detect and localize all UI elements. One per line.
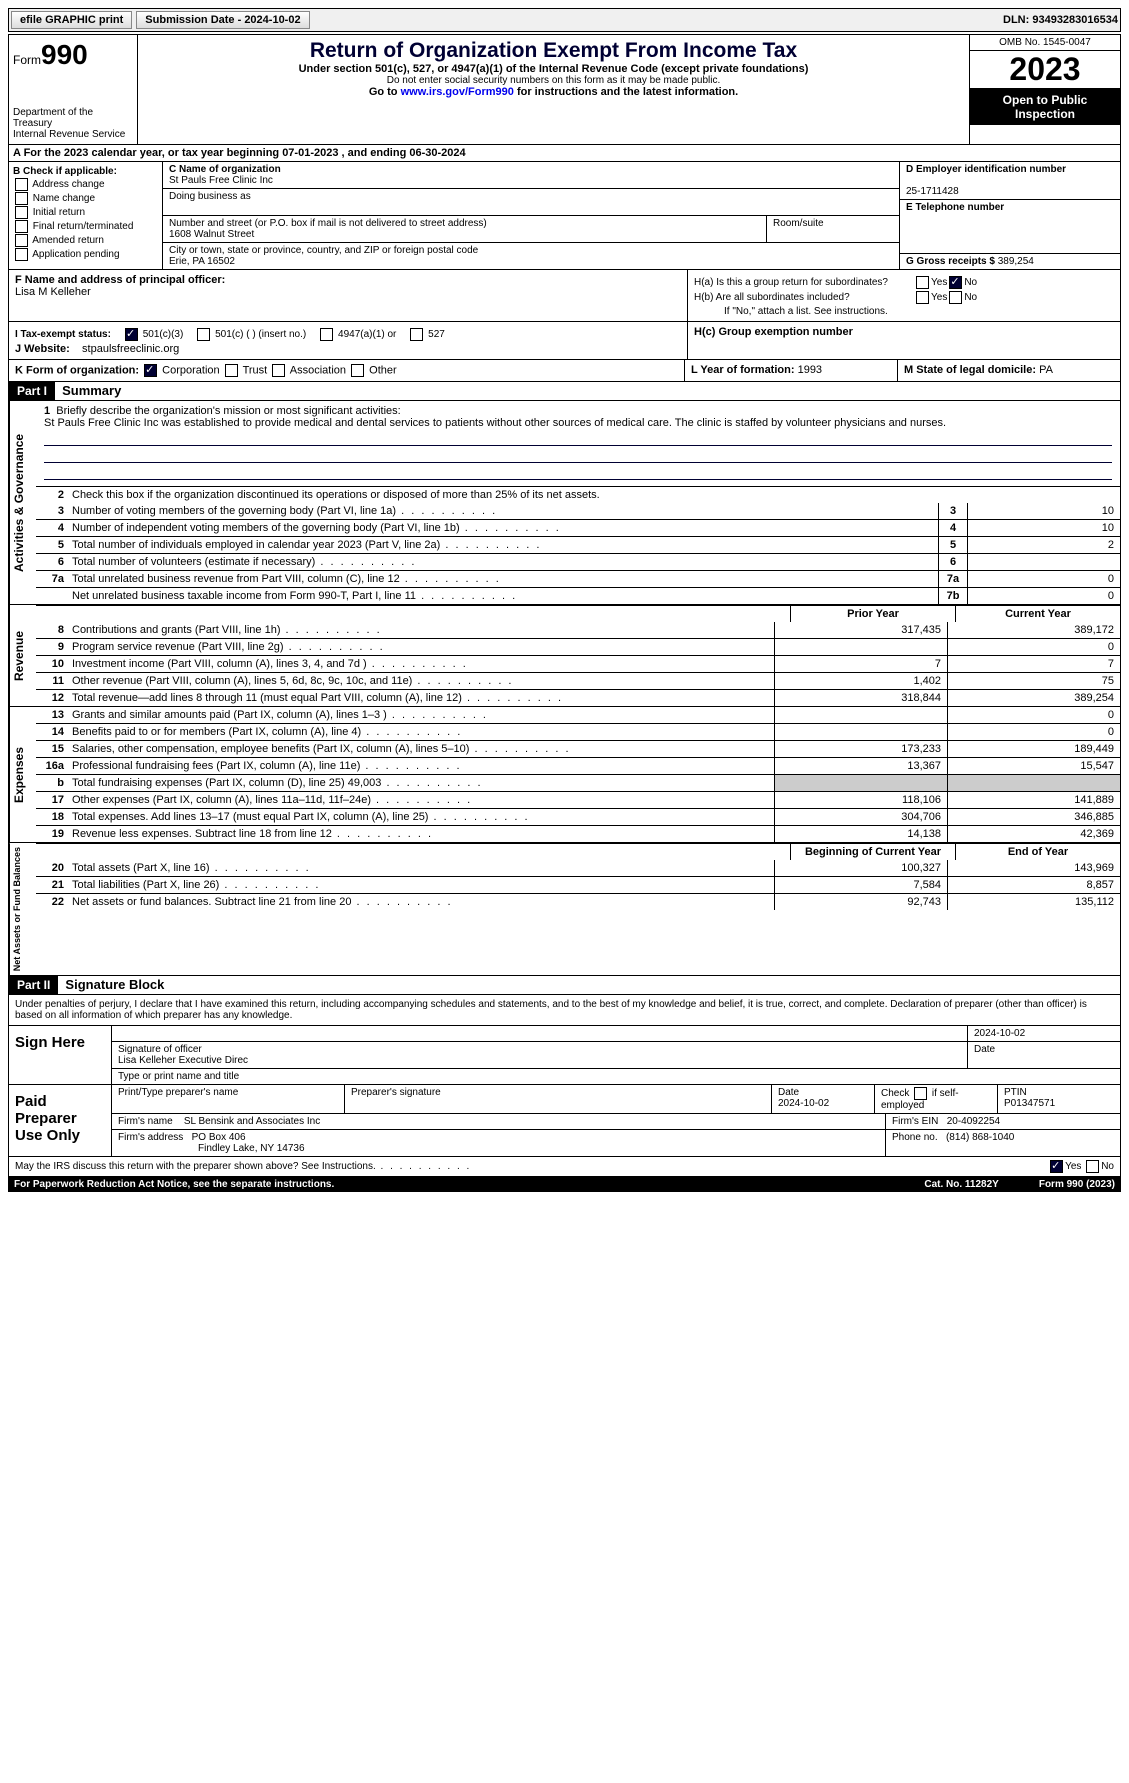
- perjury-statement: Under penalties of perjury, I declare th…: [9, 995, 1120, 1026]
- tab-expenses: Expenses: [9, 707, 36, 842]
- summary-line: 11Other revenue (Part VIII, column (A), …: [36, 672, 1120, 689]
- form-title: Return of Organization Exempt From Incom…: [146, 39, 961, 63]
- tab-revenue: Revenue: [9, 605, 36, 706]
- org-name: St Pauls Free Clinic Inc: [169, 175, 273, 186]
- form-id-block: Form990 Department of the Treasury Inter…: [9, 35, 138, 144]
- ein-block: D Employer identification number 25-1711…: [900, 162, 1120, 269]
- summary-line: 19Revenue less expenses. Subtract line 1…: [36, 825, 1120, 842]
- summary-line: 12Total revenue—add lines 8 through 11 (…: [36, 689, 1120, 706]
- top-toolbar: efile GRAPHIC print Submission Date - 20…: [8, 8, 1121, 32]
- org-street: 1608 Walnut Street: [169, 229, 254, 240]
- tax-year-row: A For the 2023 calendar year, or tax yea…: [9, 145, 1120, 162]
- summary-line: 14Benefits paid to or for members (Part …: [36, 723, 1120, 740]
- paperwork-notice: For Paperwork Reduction Act Notice, see …: [14, 1179, 334, 1190]
- tab-net-assets: Net Assets or Fund Balances: [9, 843, 36, 975]
- summary-line: 18Total expenses. Add lines 13–17 (must …: [36, 808, 1120, 825]
- summary-line: 3Number of voting members of the governi…: [36, 503, 1120, 519]
- summary-line: 21Total liabilities (Part X, line 26)7,5…: [36, 876, 1120, 893]
- summary-line: 15Salaries, other compensation, employee…: [36, 740, 1120, 757]
- sign-here-label: Sign Here: [9, 1026, 112, 1084]
- org-info: C Name of organization St Pauls Free Cli…: [163, 162, 900, 269]
- gross-receipts: 389,254: [998, 256, 1034, 267]
- summary-line: 20Total assets (Part X, line 16)100,3271…: [36, 860, 1120, 876]
- summary-line: 13Grants and similar amounts paid (Part …: [36, 707, 1120, 723]
- summary-line: 10Investment income (Part VIII, column (…: [36, 655, 1120, 672]
- part1-header: Part I: [9, 382, 55, 400]
- summary-line: Net unrelated business taxable income fr…: [36, 587, 1120, 604]
- summary-line: 6Total number of volunteers (estimate if…: [36, 553, 1120, 570]
- check-applicable: B Check if applicable: Address change Na…: [9, 162, 163, 269]
- summary-line: 8Contributions and grants (Part VIII, li…: [36, 622, 1120, 638]
- org-city: Erie, PA 16502: [169, 256, 235, 267]
- summary-line: 5Total number of individuals employed in…: [36, 536, 1120, 553]
- tab-governance: Activities & Governance: [9, 401, 36, 604]
- submission-button[interactable]: Submission Date - 2024-10-02: [136, 11, 309, 29]
- summary-line: 7aTotal unrelated business revenue from …: [36, 570, 1120, 587]
- group-return: H(a) Is this a group return for subordin…: [688, 270, 1120, 321]
- dln-text: DLN: 93493283016534: [1003, 14, 1118, 26]
- website: stpaulsfreeclinic.org: [82, 343, 179, 355]
- form-container: Form990 Department of the Treasury Inter…: [8, 34, 1121, 1177]
- irs-link[interactable]: www.irs.gov/Form990: [401, 86, 514, 98]
- ein-value: 25-1711428: [906, 186, 959, 197]
- year-block: OMB No. 1545-0047 2023 Open to Public In…: [970, 35, 1120, 144]
- form-of-org: K Form of organization: Corporation Trus…: [9, 360, 685, 381]
- summary-line: bTotal fundraising expenses (Part IX, co…: [36, 774, 1120, 791]
- form-title-block: Return of Organization Exempt From Incom…: [138, 35, 970, 144]
- mission-text: St Pauls Free Clinic Inc was established…: [44, 417, 946, 429]
- efile-button[interactable]: efile GRAPHIC print: [11, 11, 132, 29]
- summary-line: 4Number of independent voting members of…: [36, 519, 1120, 536]
- summary-line: 16aProfessional fundraising fees (Part I…: [36, 757, 1120, 774]
- summary-line: 22Net assets or fund balances. Subtract …: [36, 893, 1120, 910]
- summary-line: 9Program service revenue (Part VIII, lin…: [36, 638, 1120, 655]
- paid-preparer-label: Paid Preparer Use Only: [9, 1085, 112, 1156]
- summary-line: 17Other expenses (Part IX, column (A), l…: [36, 791, 1120, 808]
- part2-header: Part II: [9, 976, 58, 994]
- principal-officer: F Name and address of principal officer:…: [9, 270, 688, 321]
- group-exemption: H(c) Group exemption number: [688, 322, 1120, 359]
